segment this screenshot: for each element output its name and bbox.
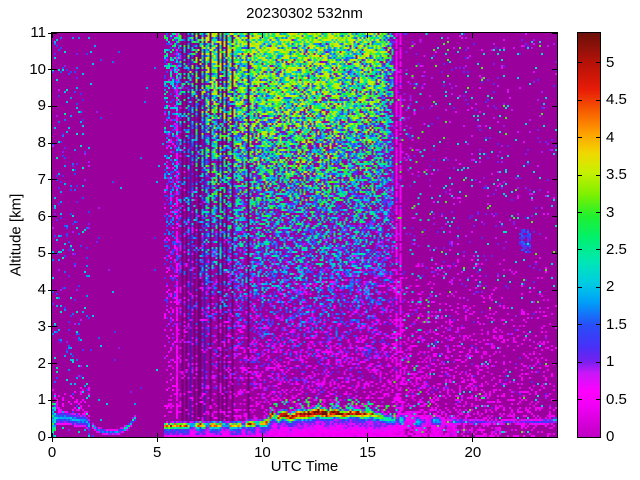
colorbar <box>578 33 600 437</box>
colorbar-tick-label: 0 <box>606 428 615 445</box>
y-tick-mark <box>48 179 57 181</box>
colorbar-tick-label: 1 <box>606 353 615 371</box>
y-tick-mark <box>48 69 57 71</box>
colorbar-tick-label: 1.5 <box>606 315 627 333</box>
colorbar-tick-mark-right <box>596 212 600 214</box>
y-tick-label: 4 <box>37 281 46 299</box>
y-tick-mark-right <box>552 326 557 328</box>
colorbar-tick-mark-right <box>596 286 600 288</box>
plot-title: 20230302 532nm <box>246 5 363 22</box>
y-tick-mark-right <box>552 69 557 71</box>
colorbar-tick-mark <box>578 286 582 288</box>
colorbar-tick-mark <box>578 62 582 64</box>
x-tick-label: 20 <box>464 444 482 461</box>
colorbar-tick-mark-right <box>596 137 600 139</box>
colorbar-tick-label: 5 <box>606 53 615 71</box>
colorbar-tick-label: 0.5 <box>606 390 627 408</box>
colorbar-tick-mark <box>578 99 582 101</box>
y-tick-mark-right <box>552 142 557 144</box>
colorbar-tick-mark <box>578 436 582 438</box>
y-tick-mark <box>48 289 57 291</box>
y-axis-label: Altitude [km] <box>7 193 25 277</box>
y-tick-mark-right <box>552 436 557 438</box>
y-tick-mark <box>48 32 57 34</box>
y-tick-label: 2 <box>37 354 46 372</box>
y-tick-mark <box>48 252 57 254</box>
colorbar-tick-mark-right <box>596 361 600 363</box>
y-tick-mark-right <box>552 289 557 291</box>
y-tick-mark-right <box>552 105 557 107</box>
y-tick-label: 5 <box>37 244 46 262</box>
plot-frame <box>51 32 558 438</box>
y-tick-label: 6 <box>37 207 46 225</box>
x-tick-mark-top <box>51 33 53 38</box>
x-tick-label: 15 <box>359 444 376 461</box>
colorbar-tick-mark <box>578 174 582 176</box>
colorbar-tick-label: 3.5 <box>606 166 627 184</box>
colorbar-tick-label: 4.5 <box>606 91 627 109</box>
y-tick-label: 10 <box>29 60 46 78</box>
backscatter-heatmap <box>52 33 557 437</box>
x-tick-label: 10 <box>254 444 271 461</box>
colorbar-tick-mark <box>578 212 582 214</box>
colorbar-tick-mark <box>578 324 582 326</box>
y-tick-mark-right <box>552 363 557 365</box>
x-tick-mark-top <box>472 33 474 38</box>
y-tick-label: 3 <box>37 317 46 335</box>
y-tick-label: 9 <box>37 97 46 115</box>
y-tick-label: 0 <box>37 428 46 445</box>
colorbar-tick-label: 2 <box>606 278 615 296</box>
colorbar-tick-mark <box>578 399 582 401</box>
colorbar-frame <box>577 32 601 438</box>
y-tick-mark-right <box>552 32 557 34</box>
colorbar-tick-mark-right <box>596 249 600 251</box>
colorbar-tick-mark-right <box>596 399 600 401</box>
x-tick-mark <box>156 433 158 442</box>
x-tick-mark-top <box>261 33 263 38</box>
y-tick-mark <box>48 436 57 438</box>
x-tick-mark-top <box>367 33 369 38</box>
y-tick-mark <box>48 142 57 144</box>
y-tick-mark-right <box>552 216 557 218</box>
y-tick-label: 7 <box>37 170 46 188</box>
colorbar-tick-mark-right <box>596 436 600 438</box>
y-tick-mark-right <box>552 179 557 181</box>
colorbar-tick-label: 4 <box>606 128 615 146</box>
y-tick-mark-right <box>552 252 557 254</box>
y-tick-label: 1 <box>37 391 46 409</box>
colorbar-tick-label: 3 <box>606 203 615 221</box>
y-tick-label: 8 <box>37 134 46 152</box>
colorbar-tick-mark-right <box>596 99 600 101</box>
x-tick-mark <box>51 433 53 442</box>
x-axis-label: UTC Time <box>270 458 339 475</box>
y-tick-mark <box>48 216 57 218</box>
x-tick-mark-top <box>156 33 158 38</box>
colorbar-tick-mark-right <box>596 62 600 64</box>
x-tick-mark <box>472 433 474 442</box>
x-tick-label: 0 <box>47 444 57 461</box>
colorbar-tick-mark <box>578 361 582 363</box>
y-tick-mark <box>48 363 57 365</box>
x-tick-label: 5 <box>153 444 162 461</box>
y-tick-mark <box>48 326 57 328</box>
colorbar-tick-mark-right <box>596 324 600 326</box>
colorbar-tick-label: 2.5 <box>606 240 627 258</box>
colorbar-tick-mark <box>578 137 582 139</box>
x-tick-mark <box>261 433 263 442</box>
y-tick-mark-right <box>552 399 557 401</box>
y-tick-label: 11 <box>30 24 46 41</box>
colorbar-tick-mark <box>578 249 582 251</box>
x-tick-mark <box>367 433 369 442</box>
y-tick-mark <box>48 105 57 107</box>
colorbar-tick-mark-right <box>596 174 600 176</box>
y-tick-mark <box>48 399 57 401</box>
